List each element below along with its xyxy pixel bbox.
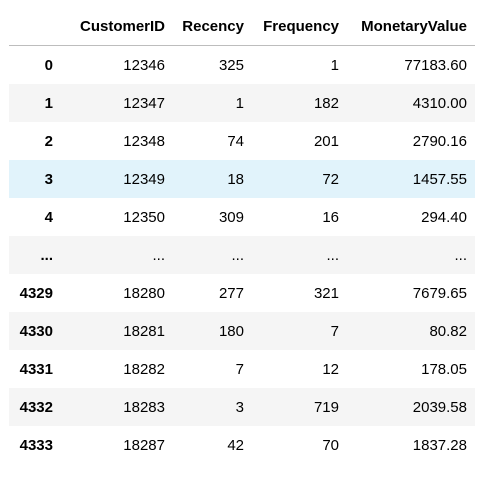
table-row: 4332 18283 3 719 2039.58 <box>9 388 475 426</box>
cell-customerid: 18281 <box>123 322 165 340</box>
cell-recency: 7 <box>235 360 244 378</box>
header-row: CustomerID Recency Frequency MonetaryVal… <box>9 8 475 46</box>
cell-frequency: 16 <box>322 208 339 226</box>
cell-recency: ... <box>231 246 244 264</box>
table-row: 4330 18281 180 7 80.82 <box>9 312 475 350</box>
cell-customerid: 12349 <box>123 170 165 188</box>
row-index: 4333 <box>19 436 53 454</box>
cell-monetaryvalue: 2790.16 <box>412 132 467 150</box>
cell-frequency: 182 <box>313 94 339 112</box>
table-row: 4331 18282 7 12 178.05 <box>9 350 475 388</box>
cell-monetaryvalue: 4310.00 <box>412 94 467 112</box>
cell-customerid: 12348 <box>123 132 165 150</box>
table-row: 4333 18287 42 70 1837.28 <box>9 426 475 464</box>
cell-frequency: 201 <box>313 132 339 150</box>
cell-frequency: 719 <box>313 398 339 416</box>
table-row: 4 12350 309 16 294.40 <box>9 198 475 236</box>
cell-monetaryvalue: 77183.60 <box>404 56 467 74</box>
column-header-recency: Recency <box>173 8 252 46</box>
row-index: 4332 <box>19 398 53 416</box>
row-index: 3 <box>44 170 53 188</box>
row-index: 4 <box>44 208 53 226</box>
row-index: 4331 <box>19 360 53 378</box>
cell-monetaryvalue: 294.40 <box>421 208 467 226</box>
cell-recency: 180 <box>218 322 244 340</box>
cell-customerid: 18283 <box>123 398 165 416</box>
cell-recency: 325 <box>218 56 244 74</box>
cell-recency: 42 <box>227 436 244 454</box>
cell-monetaryvalue: 178.05 <box>421 360 467 378</box>
table-row: 1 12347 1 182 4310.00 <box>9 84 475 122</box>
cell-frequency: 7 <box>330 322 339 340</box>
cell-recency: 18 <box>227 170 244 188</box>
cell-recency: 1 <box>235 94 244 112</box>
column-header-monetaryvalue: MonetaryValue <box>347 8 475 46</box>
cell-recency: 309 <box>218 208 244 226</box>
cell-customerid: 18282 <box>123 360 165 378</box>
table-row: 0 12346 325 1 77183.60 <box>9 46 475 85</box>
cell-monetaryvalue: 80.82 <box>429 322 467 340</box>
cell-customerid: 12350 <box>123 208 165 226</box>
cell-recency: 277 <box>218 284 244 302</box>
index-header <box>9 8 61 46</box>
cell-frequency: 1 <box>330 56 339 74</box>
table-row: 2 12348 74 201 2790.16 <box>9 122 475 160</box>
cell-frequency: 70 <box>322 436 339 454</box>
dataframe-table: CustomerID Recency Frequency MonetaryVal… <box>9 8 475 464</box>
column-header-frequency: Frequency <box>252 8 347 46</box>
table-row: 4329 18280 277 321 7679.65 <box>9 274 475 312</box>
cell-frequency: 72 <box>322 170 339 188</box>
cell-recency: 74 <box>227 132 244 150</box>
cell-customerid: 18287 <box>123 436 165 454</box>
row-index: 1 <box>44 94 53 112</box>
cell-monetaryvalue: ... <box>454 246 467 264</box>
cell-customerid: 18280 <box>123 284 165 302</box>
row-index: 2 <box>44 132 53 150</box>
cell-frequency: 321 <box>313 284 339 302</box>
cell-monetaryvalue: 7679.65 <box>412 284 467 302</box>
row-index: 4329 <box>19 284 53 302</box>
cell-customerid: 12347 <box>123 94 165 112</box>
column-header-customerid: CustomerID <box>61 8 173 46</box>
cell-recency: 3 <box>235 398 244 416</box>
table-row-ellipsis: ... ... ... ... ... <box>9 236 475 274</box>
cell-customerid: 12346 <box>123 56 165 74</box>
cell-frequency: 12 <box>322 360 339 378</box>
row-index: 0 <box>44 56 53 74</box>
cell-customerid: ... <box>152 246 165 264</box>
row-index: 4330 <box>19 322 53 340</box>
cell-monetaryvalue: 2039.58 <box>412 398 467 416</box>
table-row-hovered: 3 12349 18 72 1457.55 <box>9 160 475 198</box>
row-index: ... <box>40 246 53 264</box>
cell-frequency: ... <box>326 246 339 264</box>
cell-monetaryvalue: 1837.28 <box>412 436 467 454</box>
cell-monetaryvalue: 1457.55 <box>412 170 467 188</box>
